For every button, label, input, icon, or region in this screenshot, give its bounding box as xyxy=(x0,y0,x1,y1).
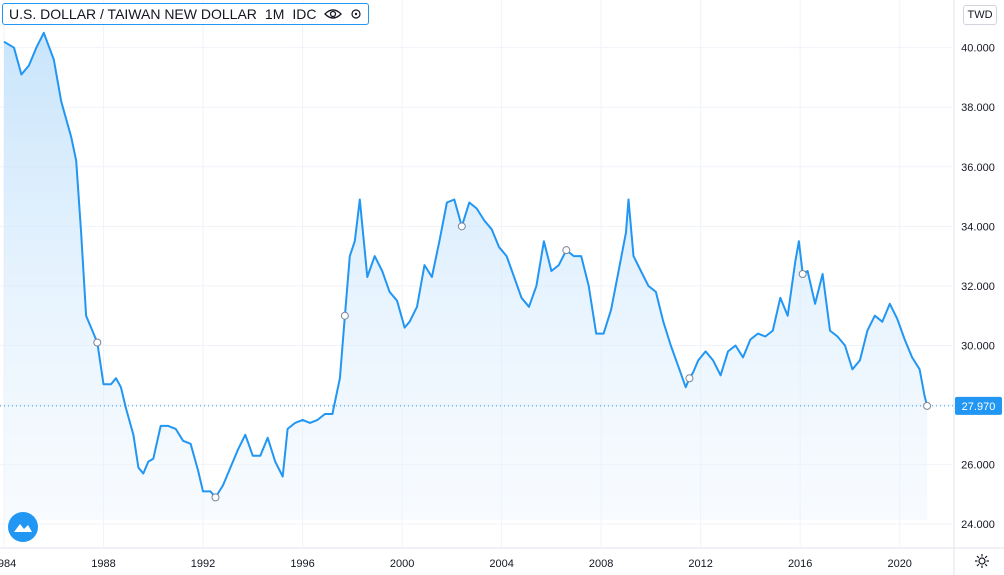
y-tick-label: 24.000 xyxy=(961,519,995,531)
event-marker[interactable] xyxy=(457,222,466,231)
last-price-badge-bg xyxy=(955,396,1002,415)
x-tick-label: 2020 xyxy=(887,558,911,570)
interval-label: 1M xyxy=(264,6,285,22)
eye-icon[interactable] xyxy=(324,7,343,21)
symbol-title: U.S. DOLLAR / TAIWAN NEW DOLLAR xyxy=(9,6,257,22)
y-tick-label: 32.000 xyxy=(961,281,995,293)
event-marker[interactable] xyxy=(798,270,807,278)
x-tick-label: 2008 xyxy=(589,558,613,570)
x-tick-label: 1988 xyxy=(91,558,115,570)
event-markers[interactable] xyxy=(93,222,932,502)
y-tick-label: 40.000 xyxy=(961,43,995,55)
tradingview-logo-icon[interactable] xyxy=(8,512,38,542)
y-tick-label: 38.000 xyxy=(961,102,995,114)
last-price-badge: 27.970 xyxy=(955,396,1002,415)
y-tick-label: 30.000 xyxy=(961,340,995,352)
x-tick-label: 2000 xyxy=(390,558,414,570)
event-marker[interactable] xyxy=(93,338,102,347)
x-tick-label: 2012 xyxy=(688,558,712,570)
x-tick-label: 1996 xyxy=(290,558,314,570)
source-label: IDC xyxy=(292,6,317,22)
symbol-legend[interactable]: U.S. DOLLAR / TAIWAN NEW DOLLAR 1M IDC xyxy=(2,3,370,25)
time-axis[interactable]: 1984 1988 1992 1996 2000 2004 2008 2012 2016 2020 xyxy=(0,558,912,570)
event-marker[interactable] xyxy=(685,374,694,383)
x-tick-label: 2016 xyxy=(788,558,812,570)
more-dots-icon[interactable] xyxy=(350,8,362,20)
gear-icon[interactable] xyxy=(974,553,990,569)
event-marker[interactable] xyxy=(562,246,571,255)
event-marker[interactable] xyxy=(923,401,932,410)
x-tick-label: 1984 xyxy=(0,558,16,570)
last-price-value: 27.970 xyxy=(962,401,996,413)
x-tick-label: 2004 xyxy=(489,558,513,570)
y-tick-label: 36.000 xyxy=(961,162,995,174)
y-tick-label: 34.000 xyxy=(961,221,995,233)
price-area xyxy=(4,32,928,521)
x-tick-label: 1992 xyxy=(191,558,215,570)
price-axis[interactable]: 24.00026.00028.00030.00032.00034.00036.0… xyxy=(961,43,995,532)
y-tick-label: 26.000 xyxy=(961,460,995,472)
event-marker[interactable] xyxy=(340,311,349,320)
event-marker[interactable] xyxy=(211,493,220,502)
currency-button[interactable]: TWD xyxy=(963,5,997,25)
